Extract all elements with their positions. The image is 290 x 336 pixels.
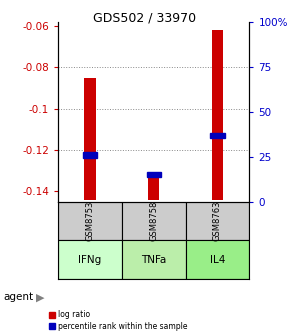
Bar: [186, 202, 249, 240]
Text: GSM8763: GSM8763: [213, 201, 222, 241]
Bar: [211, 133, 224, 138]
Text: IL4: IL4: [210, 255, 225, 265]
Text: GDS502 / 33970: GDS502 / 33970: [93, 12, 197, 25]
Text: TNFa: TNFa: [141, 255, 166, 265]
Text: agent: agent: [3, 292, 33, 302]
Bar: [58, 240, 122, 279]
Bar: [122, 240, 186, 279]
Bar: [186, 240, 249, 279]
Text: ▶: ▶: [37, 292, 45, 302]
Bar: [83, 153, 97, 158]
Text: GSM8758: GSM8758: [149, 201, 158, 241]
Bar: [84, 78, 96, 200]
Bar: [212, 30, 223, 200]
Text: GSM8753: GSM8753: [85, 201, 95, 241]
Bar: [148, 175, 160, 200]
Text: IFNg: IFNg: [78, 255, 102, 265]
Bar: [58, 202, 122, 240]
Bar: [122, 202, 186, 240]
Bar: [147, 172, 161, 177]
Legend: log ratio, percentile rank within the sample: log ratio, percentile rank within the sa…: [47, 309, 189, 332]
